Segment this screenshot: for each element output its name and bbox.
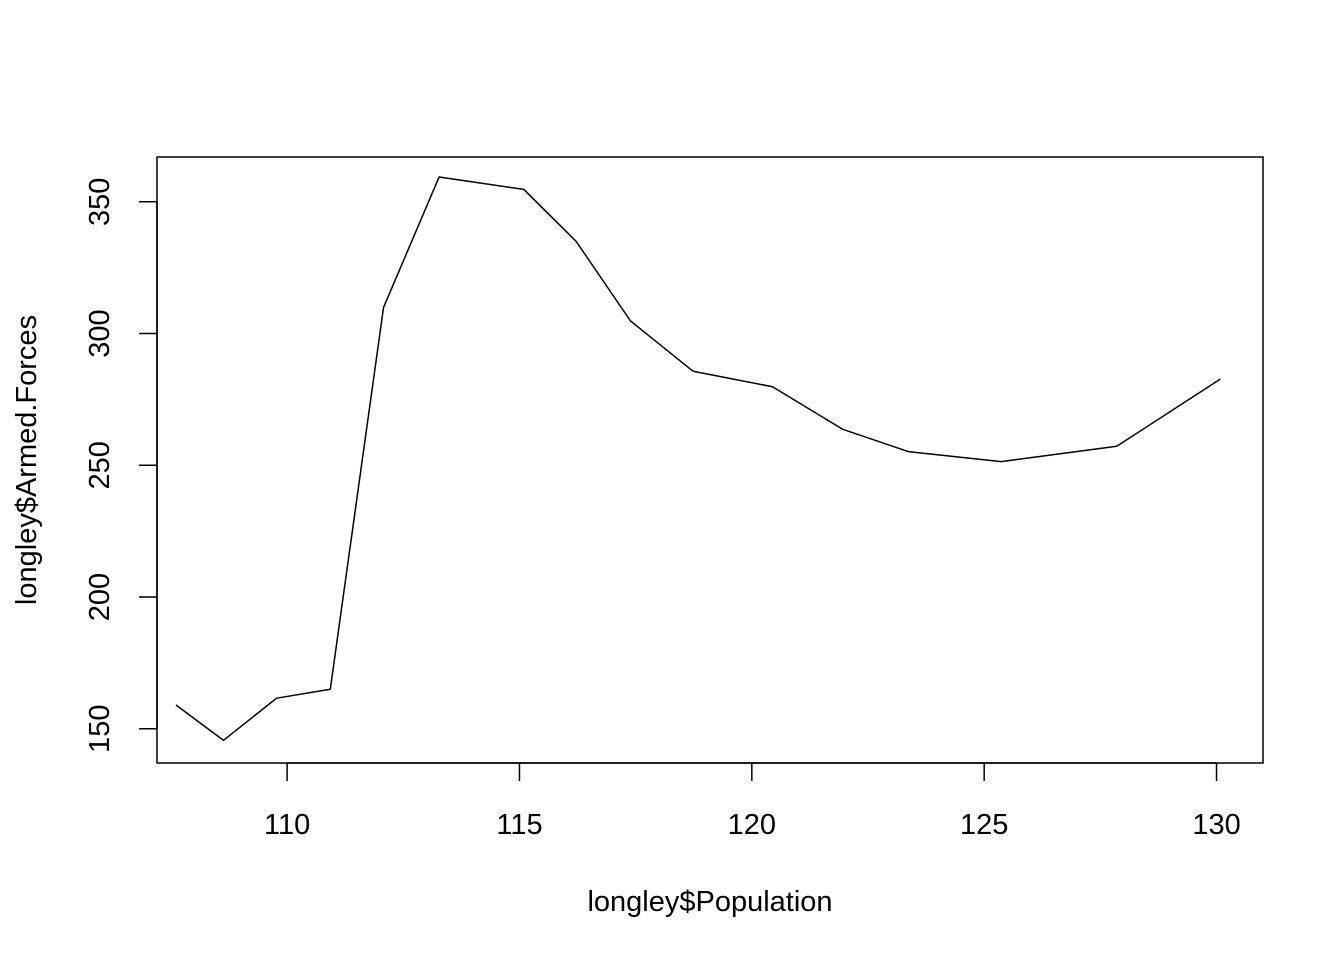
y-tick-label: 150 [84,705,116,753]
x-axis-label: longley$Population [587,886,832,918]
x-tick-label: 110 [264,809,310,841]
series-line [175,176,1221,742]
y-axis: 150 200 250 300 350 [84,178,158,753]
x-tick-label: 120 [728,809,776,841]
y-axis-label: longley$Armed.Forces [11,315,43,605]
plot-frame [156,156,1264,764]
y-tick-label: 250 [84,441,116,489]
x-axis: 110 115 120 125 130 [264,762,1241,841]
x-tick-label: 130 [1192,809,1240,841]
x-tick-label: 125 [960,809,1008,841]
y-tick-label: 300 [84,309,116,357]
y-tick-label: 200 [84,573,116,621]
x-tick-label: 115 [496,809,542,841]
y-tick-label: 350 [84,178,116,226]
